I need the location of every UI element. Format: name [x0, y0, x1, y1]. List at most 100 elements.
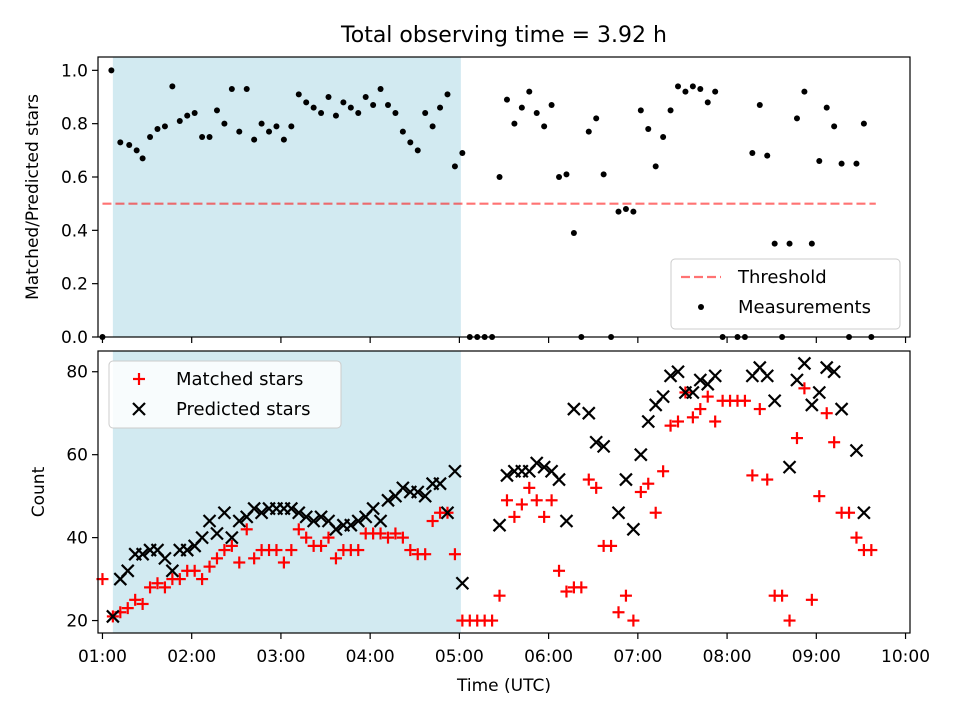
measurement-point [808, 240, 815, 247]
predicted-star-point [589, 435, 603, 450]
predicted-star-point [857, 505, 871, 520]
measurement-point [295, 91, 302, 98]
measurement-point [756, 102, 763, 108]
measurement-point [347, 104, 354, 111]
matched-star-point [500, 494, 513, 507]
predicted-star-point [135, 547, 150, 561]
predicted-star-point [448, 464, 462, 479]
predicted-star-point [291, 505, 306, 520]
y-tick-label: 0.8 [61, 115, 88, 135]
predicted-star-point [455, 576, 470, 591]
matched-star-point [448, 548, 461, 561]
matched-star-point [151, 577, 164, 590]
measurement-point [147, 134, 154, 140]
measurement-point [451, 163, 458, 170]
measurement-point [228, 86, 235, 92]
matched-star-point [508, 510, 521, 523]
bottom-legend-box [108, 360, 342, 429]
matched-star-point [709, 415, 722, 428]
top-y-axis-label: Matched/Predicted stars [23, 94, 43, 300]
measurement-point [496, 174, 503, 180]
predicted-star-point [559, 514, 574, 528]
measurement-point [221, 120, 228, 127]
legend-threshold-label: Threshold [737, 267, 827, 288]
measurement-point [660, 134, 667, 140]
measurement-point [622, 206, 629, 212]
measurement-point [682, 88, 689, 95]
predicted-star-point [596, 439, 611, 454]
legend-measurements-swatch [698, 304, 704, 310]
predicted-star-point [529, 456, 544, 470]
matched-star-point [649, 506, 662, 519]
predicted-star-point [232, 514, 247, 528]
matched-star-point [188, 564, 201, 577]
measurement-point [697, 86, 704, 92]
measurement-point [652, 163, 659, 170]
x-tick-label: 06:00 [524, 647, 573, 667]
x-tick-label: 07:00 [613, 647, 662, 667]
measurement-point [823, 104, 830, 111]
matched-star-point [426, 515, 439, 528]
matched-star-point [233, 556, 246, 569]
predicted-star-point [195, 530, 209, 545]
matched-star-point [538, 510, 551, 523]
measurement-point [288, 123, 295, 130]
matched-star-point [374, 527, 387, 540]
measurement-point [860, 120, 867, 127]
predicted-star-point [819, 360, 834, 375]
matched-star-point [389, 527, 402, 540]
predicted-star-point [552, 472, 566, 487]
matched-star-point [129, 593, 142, 606]
measurement-point [318, 110, 325, 116]
measurement-point [332, 112, 339, 119]
y-tick-label: 20 [66, 612, 88, 632]
predicted-star-point [686, 385, 700, 400]
measurement-point [615, 208, 622, 215]
predicted-star-point [760, 369, 775, 383]
measurement-point [399, 128, 406, 135]
predicted-star-point [827, 364, 841, 379]
matched-star-point [300, 531, 313, 544]
matched-star-point [657, 465, 670, 478]
matched-star-point [382, 531, 394, 544]
predicted-star-point [225, 530, 239, 545]
predicted-star-point [381, 493, 395, 508]
predicted-star-point [106, 609, 120, 624]
top-y-ticks: 0.0 0.2 0.4 0.6 0.8 1.0 [61, 61, 98, 348]
measurement-point [199, 134, 206, 140]
measurement-point [213, 107, 220, 114]
matched-star-point [813, 490, 826, 503]
matched-star-point [530, 494, 543, 507]
matched-star-point [619, 589, 632, 602]
legend-matched-label: Matched stars [176, 369, 303, 390]
measurement-point [675, 83, 681, 90]
measurement-point [377, 86, 384, 92]
matched-star-point [560, 585, 573, 598]
matched-star-point [605, 539, 618, 552]
matched-star-point [776, 589, 789, 602]
predicted-star-point [418, 489, 432, 503]
matched-star-point [196, 573, 209, 586]
matched-star-point [419, 548, 432, 561]
predicted-star-point [567, 402, 581, 416]
measurement-point [518, 104, 525, 111]
measurement-points [99, 67, 875, 340]
predicted-star-point [492, 518, 507, 532]
legend-predicted-swatch [132, 402, 146, 416]
predicted-star-point [254, 505, 269, 520]
predicted-star-point [284, 501, 299, 516]
measurement-point [786, 240, 793, 247]
predicted-star-point [373, 514, 388, 528]
measurement-point [667, 107, 674, 114]
measurement-point [176, 118, 183, 124]
measurement-point [771, 240, 778, 247]
measurement-point [385, 102, 391, 108]
matched-star-point [865, 544, 878, 557]
measurement-point [251, 136, 258, 143]
x-tick-label: 03:00 [256, 647, 305, 667]
bottom-legend: Matched stars Predicted stars [108, 360, 342, 429]
predicted-star-point [693, 373, 708, 387]
matched-star-point [753, 403, 766, 416]
measurement-point [154, 126, 161, 132]
predicted-star-point [805, 398, 819, 412]
